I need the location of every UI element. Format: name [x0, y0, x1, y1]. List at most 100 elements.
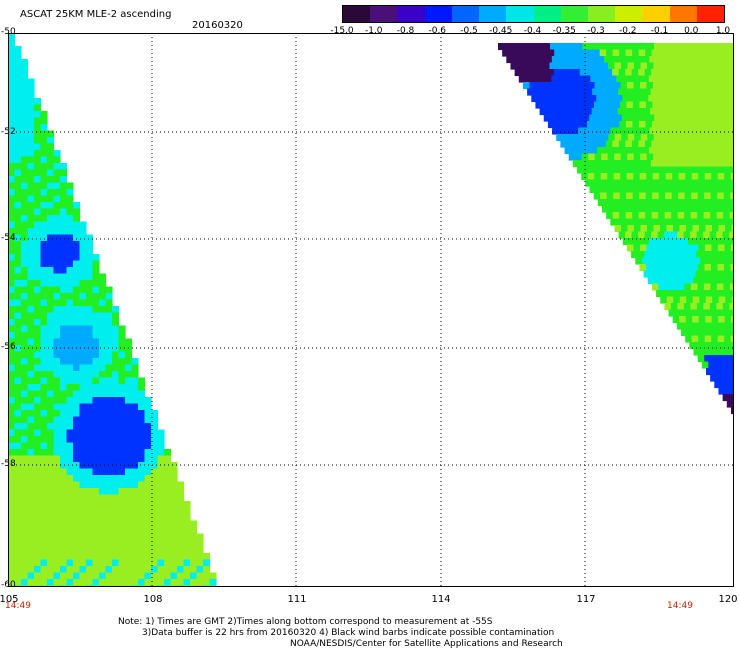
swath-cell [599, 49, 607, 57]
swath-cell [607, 62, 616, 70]
swath-cell [682, 108, 690, 116]
swath-cell [53, 540, 61, 548]
swath-cell [665, 192, 673, 200]
swath-cell [196, 553, 204, 561]
swath-cell [190, 566, 198, 574]
swath-cell [724, 153, 732, 161]
swath-cell [642, 218, 650, 226]
swath-cell [683, 231, 691, 239]
swath-cell [53, 559, 61, 567]
swath-cell [79, 410, 87, 418]
swath-cell [521, 69, 529, 77]
swath-cell [151, 416, 159, 424]
swath-cell [40, 208, 48, 216]
swath-cell [14, 241, 22, 249]
swath-cell [625, 49, 633, 57]
swath-cell [47, 390, 55, 398]
swath-cell [14, 397, 22, 405]
swath-cell [669, 270, 677, 278]
swath-cell [579, 140, 587, 148]
swath-cell [624, 88, 632, 96]
swath-cell [602, 186, 610, 194]
swath-cell [144, 436, 152, 444]
swath-cell [73, 260, 81, 268]
swath-cell [131, 377, 139, 385]
swath-cell [729, 212, 734, 220]
swath-cell [606, 192, 614, 200]
swath-cell [709, 231, 717, 239]
swath-cell [677, 212, 685, 220]
swath-cell [118, 462, 126, 470]
swath-cell [723, 192, 731, 200]
swath-cell [40, 559, 48, 567]
swath-cell [21, 202, 29, 210]
swath-cell [66, 416, 74, 424]
swath-cell [659, 62, 668, 70]
swath-cell [690, 49, 698, 57]
swath-cell [688, 56, 696, 64]
swath-cell [40, 169, 48, 177]
swath-cell [681, 56, 689, 64]
swath-cell [66, 312, 74, 320]
swath-cell [655, 147, 663, 155]
swath-cell [144, 566, 152, 574]
swath-cell [621, 205, 629, 213]
swath-cell [707, 75, 715, 83]
swath-cell [555, 62, 564, 70]
swath-cell [644, 231, 652, 239]
swath-cell [183, 579, 191, 587]
swath-cell [662, 199, 670, 207]
swath-cell [21, 332, 29, 340]
swath-cell [138, 494, 146, 502]
swath-cell [144, 449, 152, 457]
swath-cell [673, 134, 681, 142]
swath-cell [558, 127, 566, 135]
swath-cell [125, 423, 133, 431]
swath-cell [725, 43, 733, 51]
swath-cell [547, 49, 555, 57]
swath-cell [34, 195, 42, 203]
swath-cell [618, 140, 626, 148]
colorbar-label: -0.6 [428, 26, 447, 36]
swath-cell [53, 436, 61, 444]
swath-cell [92, 423, 100, 431]
swath-cell [47, 371, 55, 379]
swath-cell [60, 299, 68, 307]
swath-cell [691, 101, 699, 109]
swath-cell [21, 397, 29, 405]
swath-cell [590, 166, 598, 174]
swath-cell [47, 312, 55, 320]
swath-cell [164, 540, 172, 548]
swath-cell [581, 173, 589, 181]
swath-cell [73, 202, 81, 210]
swath-cell [656, 270, 664, 278]
swath-cell [79, 260, 87, 268]
swath-cell [665, 264, 673, 272]
swath-cell [8, 468, 16, 476]
swath-cell [582, 134, 590, 142]
swath-cell [157, 546, 165, 554]
swath-cell [560, 121, 569, 129]
swath-cell [704, 264, 712, 272]
swath-cell [588, 62, 596, 70]
swath-cell [14, 208, 22, 216]
swath-cell [594, 62, 603, 70]
swath-cell [692, 316, 700, 324]
swath-cell [622, 186, 630, 194]
swath-cell [79, 572, 87, 580]
swath-cell [665, 173, 673, 181]
swath-cell [618, 231, 626, 239]
swath-cell [8, 202, 16, 210]
swath-cell [602, 114, 610, 122]
swath-cell [600, 192, 608, 200]
swath-cell [53, 150, 61, 158]
swath-cell [47, 358, 55, 366]
swath-cell [92, 514, 100, 522]
swath-cell [92, 260, 100, 268]
swath-cell [105, 345, 113, 353]
swath-cell [86, 397, 94, 405]
swath-cell [728, 251, 734, 259]
swath-cell [21, 195, 29, 203]
lat-lon-grid [8, 33, 734, 587]
swath-cell [92, 312, 100, 320]
